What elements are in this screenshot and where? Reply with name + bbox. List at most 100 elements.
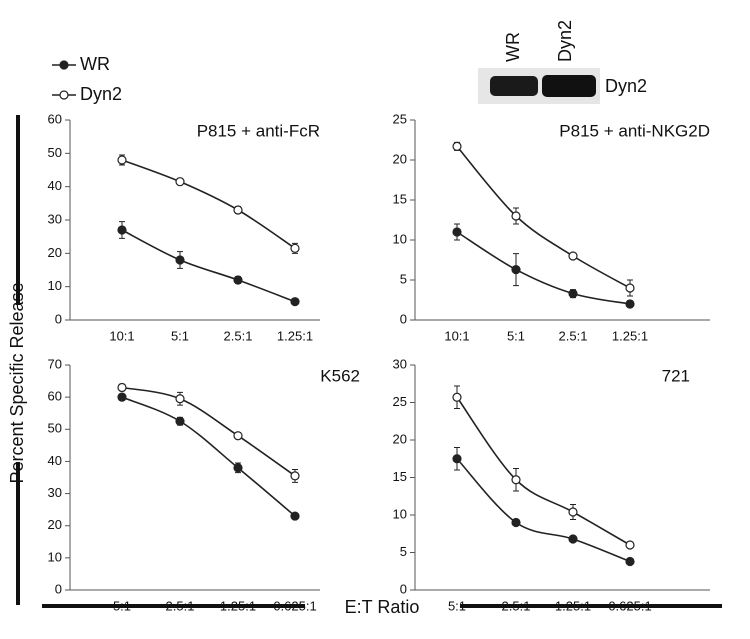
data-point [568, 289, 578, 299]
panel-title: P815 + anti-NKG2D [559, 121, 710, 140]
data-point [568, 251, 578, 261]
x-tick-label: 2.5:1 [166, 598, 195, 613]
series-line [121, 396, 296, 517]
data-point [625, 540, 635, 550]
y-tick-label: 20 [393, 151, 407, 166]
y-tick-label: 15 [393, 191, 407, 206]
x-label-bar [460, 604, 722, 608]
data-point [452, 392, 462, 402]
x-tick-label: 5:1 [507, 328, 525, 343]
data-point [625, 299, 635, 309]
data-point [117, 382, 127, 393]
x-tick-label: 5:1 [113, 598, 131, 613]
y-tick-label: 10 [48, 278, 62, 293]
y-tick-label: 20 [48, 517, 62, 532]
x-tick-label: 5:1 [171, 328, 189, 343]
data-point [117, 225, 127, 235]
series-line [456, 396, 631, 546]
data-point [233, 275, 243, 285]
series-line [121, 159, 296, 249]
y-tick-label: 5 [400, 544, 407, 559]
y-tick-label: 0 [400, 311, 407, 326]
series-line [456, 145, 631, 289]
x-tick-label: 1.25:1 [555, 598, 591, 613]
y-tick-label: 50 [48, 421, 62, 436]
x-label-bar [42, 604, 305, 608]
data-point [290, 511, 300, 521]
data-point [290, 471, 300, 481]
x-tick-label: 2.5:1 [502, 598, 531, 613]
y-tick-label: 10 [393, 231, 407, 246]
x-tick-label: 1.25:1 [612, 328, 648, 343]
data-point [452, 141, 462, 151]
blot-lane-label: WR [503, 32, 523, 62]
y-tick-label: 10 [393, 506, 407, 521]
blot-lane-label: Dyn2 [555, 20, 575, 62]
x-tick-label: 2.5:1 [559, 328, 588, 343]
y-tick-label: 60 [48, 389, 62, 404]
series-line [121, 229, 296, 303]
data-point [511, 265, 521, 275]
x-axis-label: E:T Ratio [345, 597, 420, 617]
series-line [456, 231, 631, 305]
y-tick-label: 70 [48, 356, 62, 371]
data-point [175, 416, 185, 426]
y-tick-label: 20 [393, 431, 407, 446]
x-tick-label: 0.625:1 [608, 598, 651, 613]
data-point [175, 394, 185, 404]
legend-label: Dyn2 [80, 84, 122, 104]
x-tick-label: 2.5:1 [224, 328, 253, 343]
data-point [452, 227, 462, 237]
data-point [511, 475, 521, 485]
series-line [121, 386, 296, 477]
data-point [625, 283, 635, 293]
data-point [511, 211, 521, 221]
x-tick-label: 10:1 [444, 328, 469, 343]
data-point [290, 243, 300, 253]
y-label-bar [16, 115, 20, 305]
data-point [568, 507, 578, 517]
data-point [568, 534, 578, 544]
y-tick-label: 20 [48, 245, 62, 260]
data-point [233, 205, 243, 215]
y-tick-label: 10 [48, 549, 62, 564]
legend-marker [59, 90, 69, 100]
data-point [117, 392, 127, 402]
data-point [625, 556, 635, 567]
y-tick-label: 25 [393, 394, 407, 409]
x-tick-label: 0.625:1 [273, 598, 316, 613]
blot-label: Dyn2 [605, 76, 647, 96]
legend-marker [59, 60, 69, 70]
data-point [233, 463, 243, 473]
x-tick-label: 1.25:1 [277, 328, 313, 343]
y-tick-label: 50 [48, 145, 62, 160]
y-tick-label: 30 [393, 356, 407, 371]
y-tick-label: 40 [48, 453, 62, 468]
panel-title: K562 [320, 366, 360, 385]
data-point [290, 297, 300, 307]
x-tick-label: 10:1 [109, 328, 134, 343]
data-point [175, 255, 185, 265]
legend-label: WR [80, 54, 110, 74]
series-line [456, 458, 631, 563]
blot-band [490, 76, 538, 96]
data-point [452, 454, 462, 464]
y-tick-label: 25 [393, 111, 407, 126]
panel-title: 721 [662, 366, 690, 385]
y-tick-label: 30 [48, 211, 62, 226]
data-point [175, 177, 185, 187]
data-point [117, 155, 127, 165]
blot-band [542, 75, 596, 97]
data-point [511, 517, 521, 528]
data-point [233, 431, 243, 441]
y-tick-label: 40 [48, 178, 62, 193]
y-axis-label: Percent Specific Release [7, 282, 27, 483]
y-tick-label: 5 [400, 271, 407, 286]
y-tick-label: 0 [400, 581, 407, 596]
y-tick-label: 0 [55, 311, 62, 326]
y-tick-label: 0 [55, 581, 62, 596]
x-tick-label: 1.25:1 [220, 598, 256, 613]
x-tick-label: 5:1 [448, 598, 466, 613]
y-tick-label: 60 [48, 111, 62, 126]
